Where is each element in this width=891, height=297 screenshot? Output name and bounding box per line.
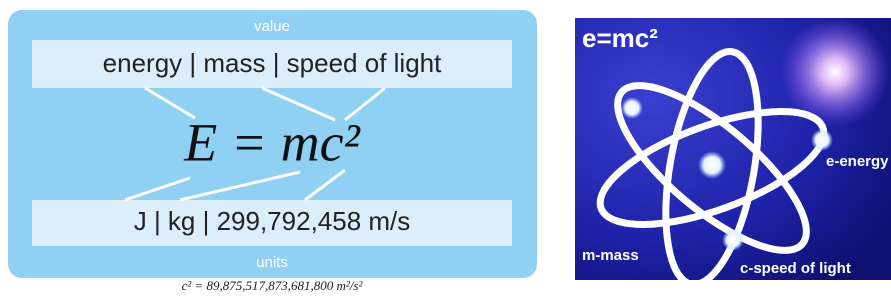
scene: value energy | mass | speed of light E =… [0,0,891,297]
mass-label: m-mass [582,247,639,264]
caption: c² = 89,875,517,873,681,800 m²/s² [182,278,364,293]
formula: E = mc² [183,112,360,172]
value-label: value [254,18,290,35]
page: {"left": { "value_label": "value", "top_… [0,0,891,297]
electron [722,229,744,251]
energy-label: e-energy [826,153,889,170]
atom-panel: e=mc² e-energy m-mass c-speed of light [575,17,891,292]
light-label: c-speed of light [740,260,851,277]
top-band-text: energy | mass | speed of light [103,48,442,78]
electron [621,97,643,119]
electron [811,129,833,151]
units-label: units [256,254,288,271]
atom-title: e=mc² [582,23,658,53]
bottom-band-text: J | kg | 299,792,458 m/s [134,206,411,236]
formula-panel: value energy | mass | speed of light E =… [8,10,537,293]
nucleus [698,151,726,179]
